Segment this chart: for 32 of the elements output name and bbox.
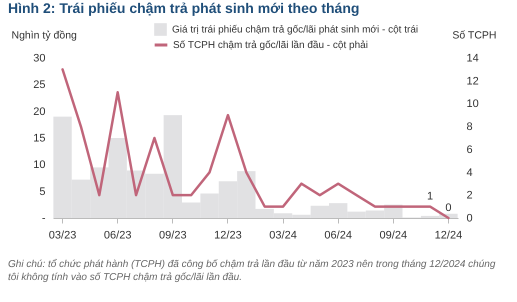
x-tick-label: 12/24 bbox=[434, 230, 462, 242]
y2-tick-label: 6 bbox=[466, 144, 473, 156]
x-tick-label: 03/24 bbox=[269, 230, 297, 242]
line-series bbox=[61, 68, 450, 220]
y2-tick-label: 12 bbox=[466, 75, 479, 88]
y-tick-label: 20 bbox=[33, 106, 46, 118]
data-label: 1 bbox=[427, 190, 434, 203]
text: Ghi chú: tổ chức phát hành (TCPH) đã công bố chậm trả lần đầu từ năm 2023 nên trong tháng 12/2024 chúng tôi không tính vào số TCPH chậm trả gốc/lãi lần đầu. bbox=[8, 258, 496, 284]
x-tick-label: 09/23 bbox=[159, 230, 187, 242]
x-tick-label: 06/23 bbox=[104, 230, 132, 242]
legend-label: Số TCPH chậm trả gốc/lãi lần đầu - cột phải bbox=[173, 40, 368, 51]
y2-tick-label: 2 bbox=[466, 190, 473, 202]
x-tick-label: 12/23 bbox=[214, 230, 242, 242]
y-tick-label: 25 bbox=[33, 79, 46, 92]
y-tick-label: - bbox=[42, 212, 46, 224]
y-tick-label: 30 bbox=[33, 52, 46, 64]
y2-tick-label: 14 bbox=[466, 52, 479, 64]
y-tick-label: 15 bbox=[33, 132, 46, 144]
legend-label: Giá trị trái phiếu chậm trả gốc/lãi phát sinh mới - cột trái bbox=[172, 24, 418, 36]
data-label: 0 bbox=[445, 202, 452, 214]
x-tick-label: 06/24 bbox=[324, 230, 352, 242]
y2-tick-label: 8 bbox=[466, 121, 473, 134]
x-tick-label: 09/24 bbox=[380, 230, 408, 242]
y-tick-label: 5 bbox=[39, 186, 46, 198]
y2-tick-label: 10 bbox=[466, 98, 479, 110]
y2-tick-label: 4 bbox=[466, 166, 473, 179]
y-tick-label: 10 bbox=[33, 159, 46, 172]
y2-axis-title: Số TCPH bbox=[452, 30, 496, 42]
y2-tick-label: 0 bbox=[466, 212, 473, 224]
x-tick-label: 03/23 bbox=[48, 230, 76, 242]
chart-title: Hình 2: Trái phiếu chậm trả phát sinh mới theo tháng bbox=[8, 0, 360, 16]
y-axis-title: Nghìn tỷ đồng bbox=[12, 30, 78, 42]
